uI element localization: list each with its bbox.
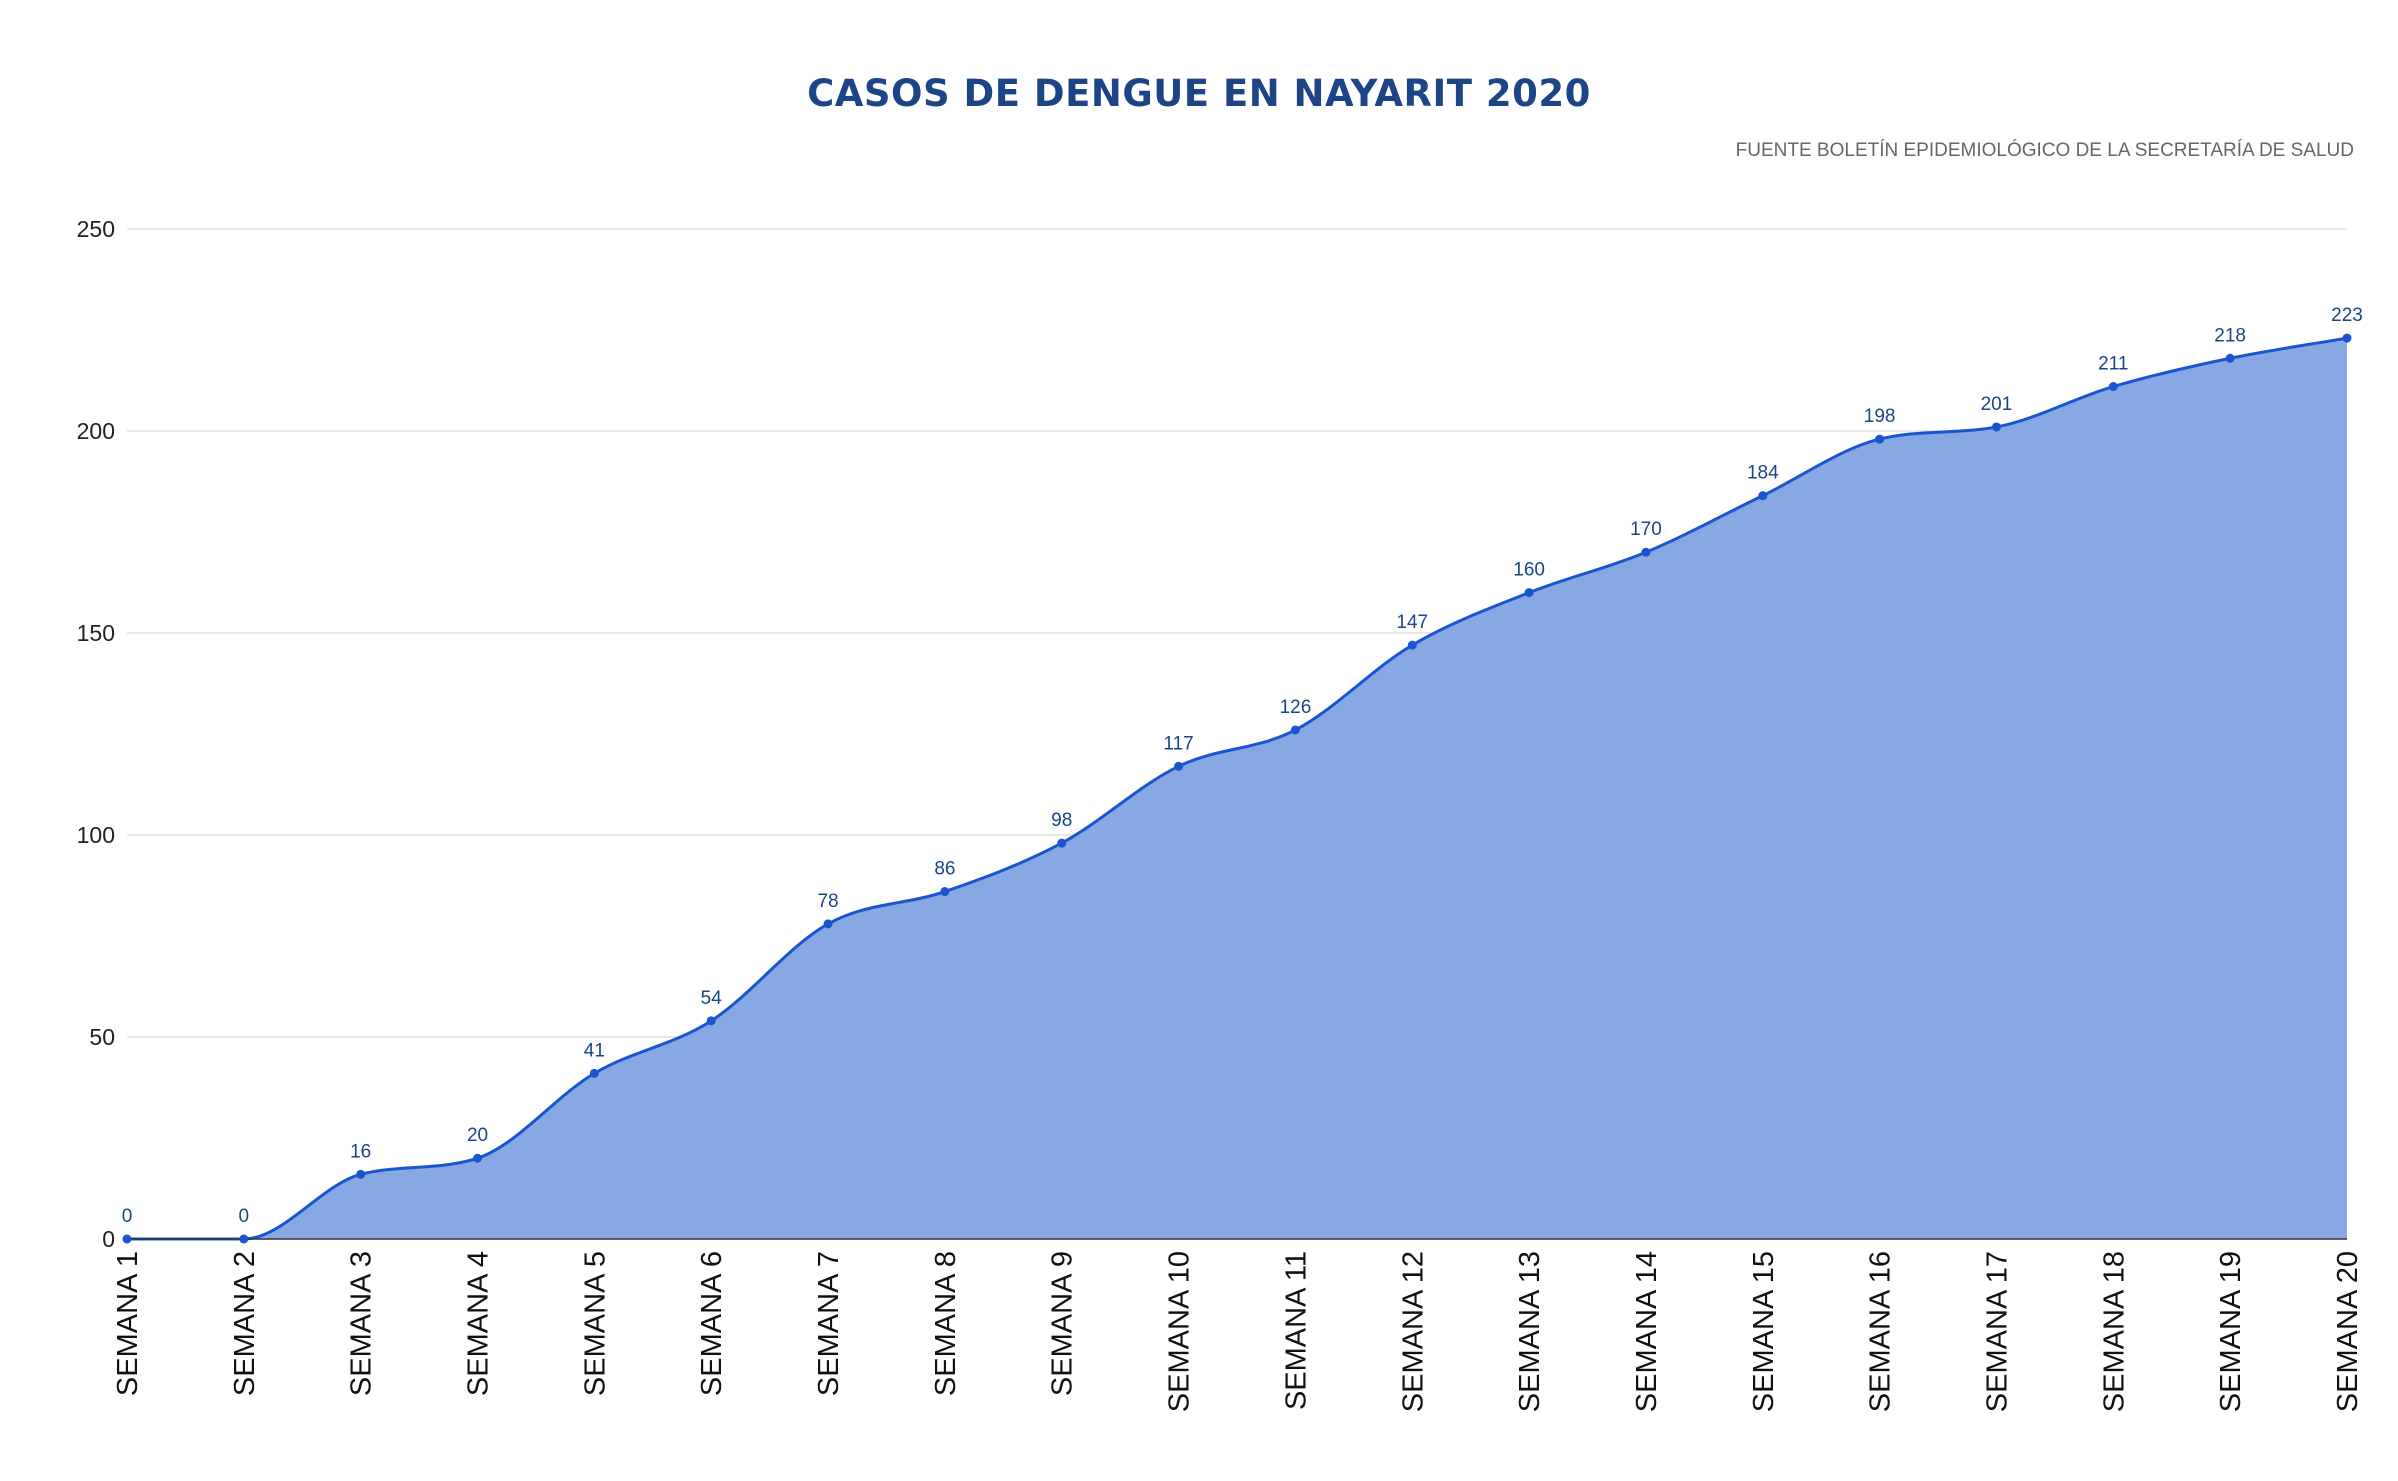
data-point [2342,333,2352,343]
x-tick-label: SEMANA 10 [1164,1251,1196,1412]
data-point [356,1169,366,1179]
x-tick-label: SEMANA 6 [696,1251,728,1396]
x-tick-label: SEMANA 20 [2332,1251,2364,1412]
x-tick-label: SEMANA 9 [1047,1251,1079,1396]
x-tick-label: SEMANA 12 [1397,1251,1429,1412]
y-tick-label: 150 [77,620,115,646]
data-label: 218 [2214,325,2246,346]
data-label: 78 [817,891,838,912]
data-point [2108,382,2118,392]
y-tick-label: 250 [77,216,115,242]
data-point [1407,640,1417,650]
data-label: 98 [1051,810,1072,831]
data-label: 86 [934,859,955,880]
x-tick-label: SEMANA 11 [1280,1251,1312,1410]
x-tick-label: SEMANA 14 [1631,1251,1663,1412]
y-tick-label: 0 [102,1226,115,1252]
data-label: 16 [350,1141,371,1162]
data-point [1641,547,1651,557]
x-tick-label: SEMANA 3 [346,1251,378,1396]
data-label: 20 [467,1125,488,1146]
data-point [1758,491,1768,501]
data-labels: 0 0 16 20 41 54 78 86 98 117 126 147 160 170 184 198 201… [122,305,2363,1227]
x-tick-label: SEMANA 1 [112,1251,144,1396]
data-label: 198 [1864,406,1896,427]
data-label: 201 [1981,394,2013,415]
x-tick-label: SEMANA 15 [1748,1251,1780,1412]
data-label: 54 [701,988,723,1009]
data-point [823,919,833,929]
data-label: 211 [2098,354,2128,375]
chart-title: CASOS DE DENGUE EN NAYARIT 2020 [807,72,1591,115]
data-point [1875,434,1885,444]
data-point [1991,422,2001,432]
area-fill [127,338,2347,1240]
x-tick-label: SEMANA 19 [2215,1251,2247,1412]
y-tick-label: 200 [77,418,115,444]
data-point [122,1234,132,1244]
data-label: 184 [1747,463,1779,484]
data-point [706,1016,716,1026]
data-label: 223 [2331,305,2363,326]
x-tick-label: SEMANA 2 [229,1251,261,1396]
data-label: 160 [1513,560,1545,581]
data-point [940,887,950,897]
series-line [126,336,2348,1241]
data-points [122,333,2352,1244]
data-point [239,1234,249,1244]
data-point [2225,353,2235,363]
x-tick-label: SEMANA 17 [1981,1251,2013,1412]
chart-subtitle: FUENTE BOLETÍN EPIDEMIOLÓGICO DE LA SECR… [1735,140,2354,161]
data-point [1524,588,1534,598]
x-tick-label: SEMANA 13 [1514,1251,1546,1412]
x-tick-label: SEMANA 4 [463,1251,495,1396]
x-tick-label: SEMANA 16 [1865,1251,1897,1412]
data-point [1057,838,1067,848]
data-label: 126 [1280,697,1312,718]
data-label: 0 [239,1206,250,1227]
data-point [473,1153,483,1163]
y-tick-label: 50 [89,1024,115,1050]
data-label: 170 [1630,519,1662,540]
x-tick-label: SEMANA 7 [813,1251,845,1396]
x-tick-label: SEMANA 18 [2098,1251,2130,1412]
data-label: 41 [584,1040,605,1061]
y-tick-label: 100 [77,822,115,848]
data-label: 147 [1396,612,1428,633]
x-tick-label: SEMANA 8 [930,1251,962,1396]
data-point [1174,761,1184,771]
data-point [589,1068,599,1078]
y-axis: 0 50 100 150 200 250 [77,216,115,1252]
data-point [1290,725,1300,735]
data-label: 117 [1163,733,1193,754]
x-tick-label: SEMANA 5 [579,1251,611,1396]
data-label: 0 [122,1206,133,1227]
x-axis: SEMANA 1 SEMANA 2 SEMANA 3 SEMANA 4 SEMANA 5… [112,1251,2364,1412]
